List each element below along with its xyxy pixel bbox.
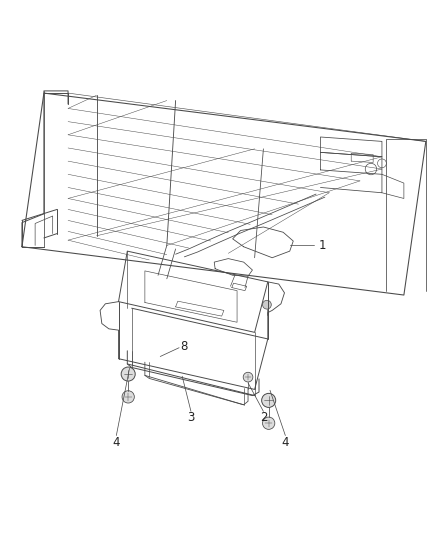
Text: 4: 4	[281, 435, 289, 449]
Circle shape	[121, 367, 135, 381]
Text: 3: 3	[187, 411, 194, 424]
Circle shape	[262, 300, 271, 309]
Text: 2: 2	[259, 411, 267, 424]
Circle shape	[262, 417, 274, 430]
Circle shape	[122, 391, 134, 403]
Text: 4: 4	[112, 435, 120, 449]
Circle shape	[243, 372, 252, 382]
Text: 8: 8	[180, 340, 187, 353]
Circle shape	[261, 393, 275, 407]
Text: 1: 1	[318, 239, 325, 252]
